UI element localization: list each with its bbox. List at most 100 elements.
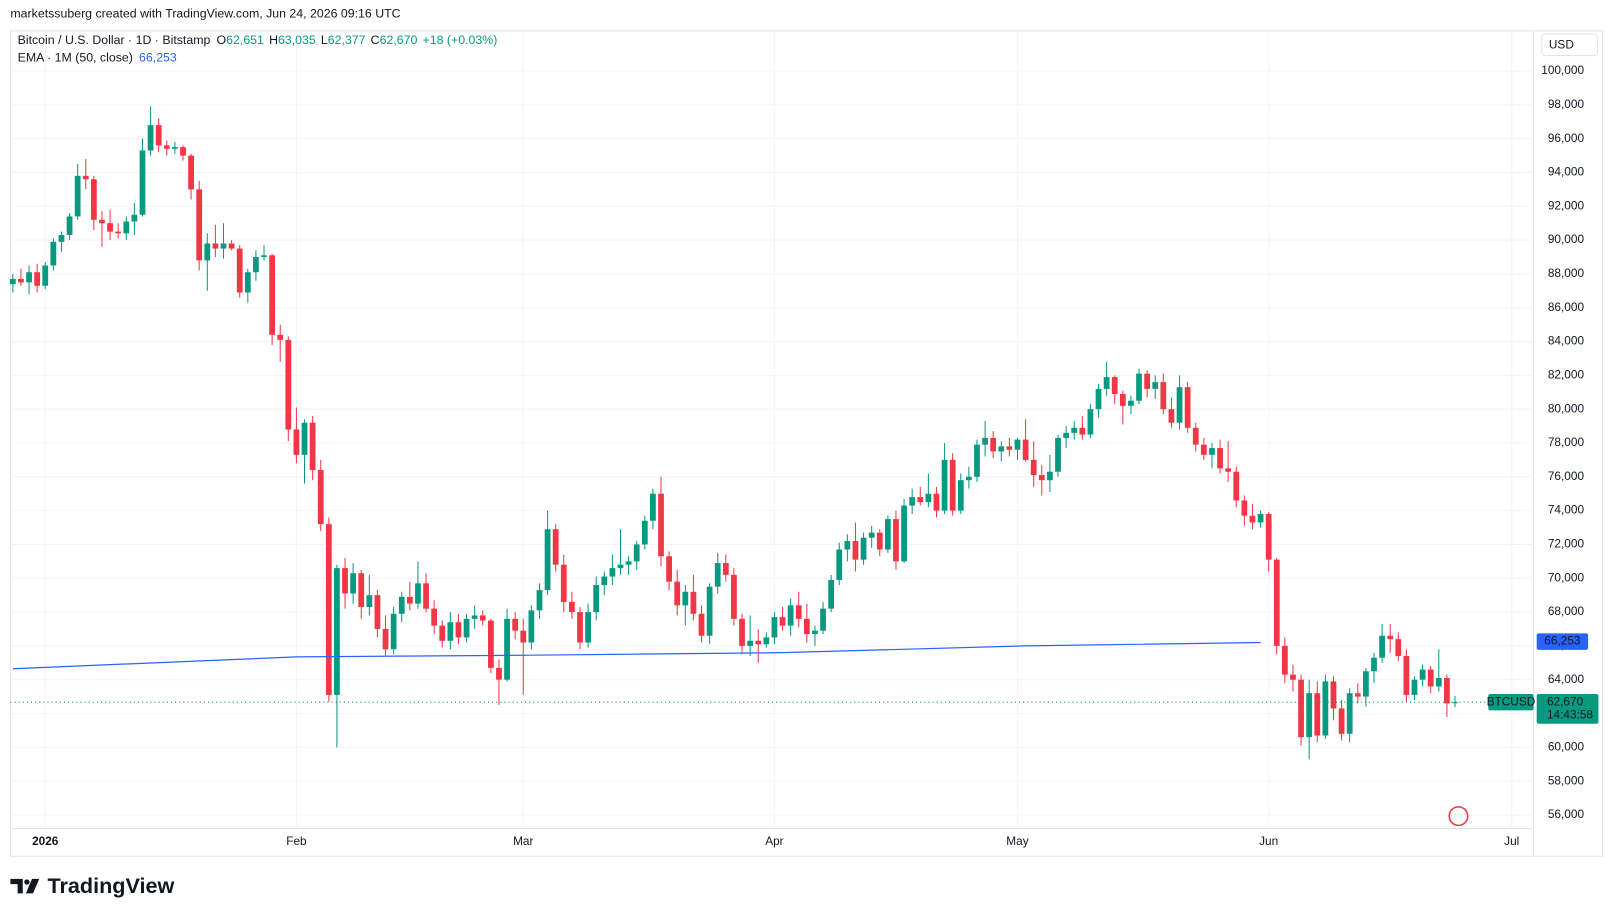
candle-body [674, 581, 681, 606]
candle-body [1128, 400, 1134, 406]
candle-body [1387, 635, 1394, 640]
candle-body [1111, 377, 1118, 394]
candle-body [18, 278, 24, 283]
candle-body [309, 422, 316, 471]
candle-body [828, 579, 835, 609]
candle-body [269, 255, 275, 335]
y-tick-label: 68,000 [1548, 604, 1585, 618]
candle-body [1087, 409, 1094, 435]
candle-body [812, 630, 818, 635]
candle-body [1419, 669, 1426, 680]
candle-body [1200, 444, 1207, 455]
ema-price-label: 66,253 [1544, 634, 1581, 648]
candle-body [180, 147, 186, 156]
y-tick-label: 60,000 [1548, 739, 1585, 753]
candle-body [1006, 446, 1013, 450]
candle-body [860, 537, 867, 560]
candle-body [1152, 382, 1159, 389]
candle-body [34, 272, 41, 286]
candle-body [374, 595, 381, 629]
candle-body [261, 255, 267, 258]
candle-body [868, 532, 875, 538]
candle-body [617, 564, 624, 569]
candle-body [163, 145, 170, 149]
candle-body [277, 334, 284, 340]
candle-body [1395, 639, 1402, 657]
currency[interactable]: USD [1549, 37, 1574, 51]
candle-body [439, 625, 446, 641]
logo-icon [10, 878, 40, 894]
candle-body [334, 568, 340, 695]
candle-body [909, 497, 916, 506]
legend-value: 62,651 [226, 33, 264, 47]
event-icon[interactable] [1448, 806, 1469, 827]
candle-body [1435, 678, 1442, 687]
candle-body [1273, 559, 1280, 646]
candle-body [552, 529, 559, 565]
y-tick-label: 100,000 [1541, 63, 1584, 77]
candle-body [1363, 671, 1369, 697]
candle-body [650, 493, 656, 521]
candle-body [512, 618, 519, 631]
candle-body [722, 563, 729, 575]
grid: 56,00058,00060,00062,00064,00066,00068,0… [10, 30, 1585, 848]
candle-body [1411, 679, 1418, 695]
candle-body [220, 243, 227, 249]
candle-body [601, 576, 608, 586]
candle-body [941, 459, 948, 511]
candle-body [771, 617, 778, 638]
candle-body [155, 125, 162, 146]
candle-body [1119, 393, 1126, 406]
candle-body [1427, 669, 1434, 687]
candle-body [787, 605, 794, 626]
y-tick-label: 82,000 [1548, 367, 1585, 381]
candle-body [99, 219, 105, 224]
y-tick-label: 56,000 [1548, 807, 1585, 821]
candle-body [739, 618, 745, 646]
candle-body [131, 214, 138, 222]
candle-body [1403, 656, 1410, 695]
candle-body [285, 339, 292, 430]
candle-body [1314, 693, 1321, 736]
candle-body [990, 437, 997, 452]
currency-button[interactable] [1541, 33, 1598, 57]
ema-value: 66,253 [139, 51, 177, 65]
candle-body [1160, 382, 1167, 410]
candle-body [633, 544, 640, 562]
candle-body [658, 493, 664, 557]
candle-body [325, 524, 332, 695]
y-tick-label: 70,000 [1548, 570, 1585, 584]
candle-body [1095, 388, 1102, 410]
candle-body [1209, 448, 1215, 455]
candle-body [463, 618, 470, 638]
candle-body [998, 446, 1005, 452]
candle-body [755, 640, 762, 645]
candle-body [487, 620, 494, 668]
y-tick-label: 88,000 [1548, 266, 1585, 280]
candle-body [42, 265, 49, 286]
candle-body [1444, 678, 1450, 704]
candle-body [139, 150, 146, 215]
candle-body [447, 622, 454, 641]
candle-body [1338, 708, 1345, 734]
candle-body [115, 231, 122, 234]
y-tick-label: 76,000 [1548, 469, 1585, 483]
x-tick-label: Jul [1504, 834, 1519, 848]
candle-body [415, 583, 421, 604]
x-tick-label: Feb [286, 834, 307, 848]
candle-body [172, 147, 178, 149]
chart-frame [9, 30, 1604, 857]
candle-body [1071, 427, 1078, 433]
candle-body [682, 591, 689, 606]
candle-body [66, 216, 73, 236]
candle-body [528, 610, 535, 643]
candle-body [1038, 475, 1045, 481]
candle-body [1257, 514, 1264, 523]
candle-body [609, 568, 616, 577]
y-tick-label: 98,000 [1548, 97, 1585, 111]
candle-body [844, 541, 851, 550]
y-tick-label: 86,000 [1548, 300, 1585, 314]
candle-body [593, 585, 600, 613]
